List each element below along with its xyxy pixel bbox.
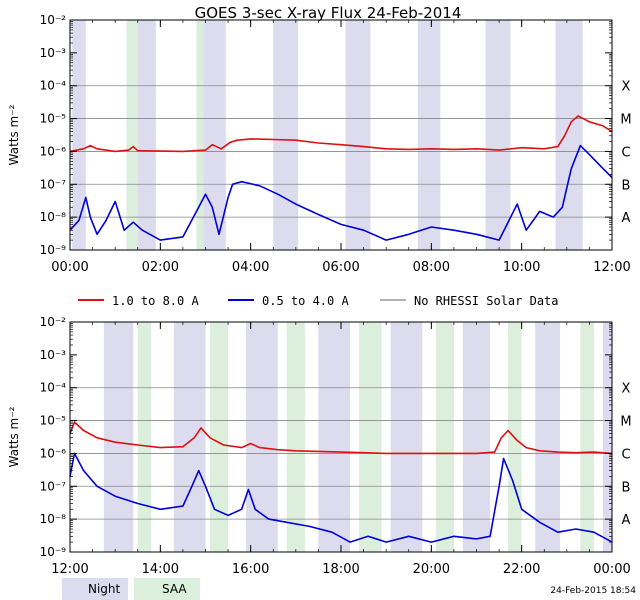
y-tick-label: 10⁻⁷: [40, 177, 67, 191]
saa-band: [126, 20, 138, 250]
night-band: [602, 322, 612, 552]
flare-class-label: M: [620, 113, 631, 128]
saa-legend-swatch: [134, 578, 200, 600]
y-tick-label: 10⁻⁹: [40, 545, 67, 559]
series-long-line: [69, 115, 613, 153]
night-band: [72, 20, 86, 250]
y-tick-label: 10⁻⁷: [40, 479, 67, 493]
top-panel-axes: 10⁻⁹ 10⁻⁸ 10⁻⁷ 10⁻⁶ 10⁻⁵ 10⁻⁴ 10⁻³ 10⁻² Watts m⁻…: [7, 13, 632, 275]
night-band: [203, 20, 226, 250]
y-tick-label: 10⁻⁴: [40, 79, 67, 93]
y-tick-label: 10⁻³: [40, 348, 67, 362]
x-tick-label: 12:00: [593, 260, 630, 275]
bottom-panel: 10⁻⁹ 10⁻⁸ 10⁻⁷ 10⁻⁶ 10⁻⁵ 10⁻⁴ 10⁻³ 10⁻² Watts m⁻…: [7, 315, 632, 577]
saa-band: [286, 322, 305, 552]
series-legend: 1.0 to 8.0 A 0.5 to 4.0 A No RHESSI Sola…: [78, 294, 559, 308]
flare-class-label: A: [622, 211, 631, 226]
night-band: [417, 20, 441, 250]
night-band: [345, 20, 371, 250]
saa-band: [196, 20, 204, 250]
y-axis-title: Watts m⁻²: [7, 406, 21, 467]
x-tick-label: 22:00: [503, 562, 540, 577]
x-tick-label: 14:00: [142, 562, 179, 577]
legend-no-rhessi-label: No RHESSI Solar Data: [414, 294, 559, 308]
night-band: [318, 322, 351, 552]
flare-class-label: B: [622, 178, 631, 193]
y-tick-label: 10⁻⁸: [40, 210, 67, 224]
night-band: [462, 322, 491, 552]
y-tick-label: 10⁻⁶: [40, 144, 67, 158]
saa-band: [210, 322, 229, 552]
night-band: [173, 322, 206, 552]
x-tick-label: 10:00: [503, 260, 540, 275]
night-band: [485, 20, 511, 250]
series-long-line: [69, 421, 613, 455]
y-tick-label: 10⁻⁸: [40, 512, 67, 526]
night-band: [535, 322, 561, 552]
y-tick-label: 10⁻⁹: [40, 243, 67, 257]
footer-timestamp: 24-Feb-2015 18:54: [550, 586, 636, 596]
night-legend-label: Night: [88, 582, 121, 596]
night-band: [555, 20, 583, 250]
night-legend-swatch: [62, 578, 128, 600]
flare-class-label: X: [622, 382, 631, 397]
saa-legend-label: SAA: [162, 582, 187, 596]
x-tick-label: 18:00: [322, 562, 359, 577]
y-tick-label: 10⁻⁵: [40, 112, 67, 126]
x-tick-label: 08:00: [413, 260, 450, 275]
top-panel-bands: [72, 20, 583, 250]
bottom-panel-grid: [70, 387, 612, 520]
flare-class-label: B: [622, 480, 631, 495]
flare-class-label: X: [622, 80, 631, 95]
legend-short-label: 0.5 to 4.0 A: [262, 294, 349, 308]
legend-long-label: 1.0 to 8.0 A: [112, 294, 199, 308]
flare-class-label: M: [620, 415, 631, 430]
x-tick-label: 12:00: [51, 562, 88, 577]
y-tick-label: 10⁻⁴: [40, 381, 67, 395]
saa-band: [359, 322, 382, 552]
y-tick-label: 10⁻²: [40, 13, 67, 27]
night-band: [390, 322, 423, 552]
flare-class-label: C: [621, 447, 630, 462]
y-tick-label: 10⁻⁵: [40, 414, 67, 428]
bottom-panel-series: [69, 421, 613, 543]
saa-band: [137, 322, 152, 552]
x-tick-label: 02:00: [142, 260, 179, 275]
top-panel-series: [69, 115, 613, 241]
x-tick-label: 20:00: [413, 562, 450, 577]
x-tick-label: 00:00: [593, 562, 630, 577]
y-tick-label: 10⁻³: [40, 46, 67, 60]
x-tick-label: 04:00: [232, 260, 269, 275]
x-tick-label: 06:00: [322, 260, 359, 275]
x-tick-label: 00:00: [51, 260, 88, 275]
night-band: [246, 322, 278, 552]
top-panel: 10⁻⁹ 10⁻⁸ 10⁻⁷ 10⁻⁶ 10⁻⁵ 10⁻⁴ 10⁻³ 10⁻² Watts m⁻…: [7, 13, 632, 275]
saa-band: [435, 322, 454, 552]
series-short-line: [69, 452, 613, 543]
night-band: [137, 20, 156, 250]
saa-band: [580, 322, 594, 552]
flare-class-label: C: [621, 145, 630, 160]
x-tick-label: 16:00: [232, 562, 269, 577]
night-band: [273, 20, 299, 250]
flare-class-label: A: [622, 513, 631, 528]
bottom-panel-bands: [103, 322, 612, 552]
chart-title: GOES 3-sec X-ray Flux 24-Feb-2014: [195, 4, 462, 22]
y-tick-label: 10⁻²: [40, 315, 67, 329]
bottom-panel-axes: 10⁻⁹ 10⁻⁸ 10⁻⁷ 10⁻⁶ 10⁻⁵ 10⁻⁴ 10⁻³ 10⁻² Watts m⁻…: [7, 315, 632, 577]
band-legend: Night SAA 24-Feb-2015 18:54: [62, 578, 636, 600]
series-short-line: [69, 144, 613, 241]
y-axis-title: Watts m⁻²: [7, 104, 21, 165]
y-tick-label: 10⁻⁶: [40, 446, 67, 460]
night-band: [103, 322, 134, 552]
